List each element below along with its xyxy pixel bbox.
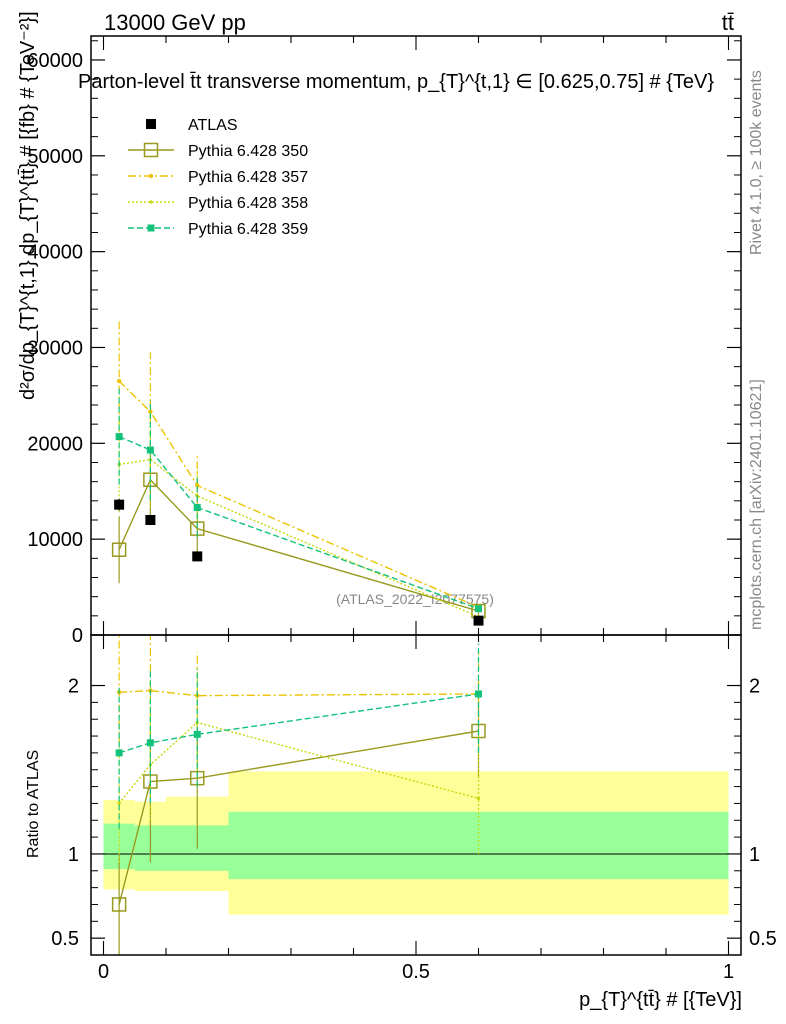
pythia-6-428-359-marker	[475, 605, 482, 613]
pythia-6-428-358-line	[119, 458, 479, 618]
main-y-tick-label: 40000	[27, 242, 83, 264]
main-y-axis-title: d²σ/dp_{T}^{t,1} dp_{T}^{tt̄} # [{fb} # …	[17, 11, 39, 400]
atlas-marker	[145, 514, 156, 525]
ratio-y-tick-label-right: 2	[749, 676, 760, 698]
legend-pythia-6-428-357-marker	[148, 173, 154, 179]
main-series-layer	[111, 320, 486, 626]
pythia-6-428-359-marker	[115, 433, 123, 441]
ratio-y-tick-label-right: 0.5	[749, 928, 777, 950]
legend-pythia-6-428-358-label: Pythia 6.428 358	[188, 195, 308, 212]
x-axis-title: p_{T}^{tt̄} # [{TeV}]	[579, 989, 742, 1011]
ratio-y-tick-label: 1	[68, 844, 79, 866]
atlas-marker	[473, 615, 484, 626]
legend-pythia-6-428-350-label: Pythia 6.428 350	[188, 143, 308, 160]
atlas-marker	[192, 551, 203, 562]
energy-label: 13000 GeV pp	[104, 10, 246, 35]
pythia-6-428-350-marker	[111, 542, 127, 557]
legend-pythia-6-428-358-marker	[149, 200, 153, 204]
pythia-6-428-357-marker	[148, 409, 153, 414]
legend-atlas-marker	[146, 119, 156, 129]
pythia-6-428-359-marker	[146, 446, 154, 454]
x-tick-label: 0	[98, 961, 109, 983]
ratio-bands	[91, 771, 741, 915]
pythia-6-428-359-ratio-line	[118, 693, 479, 754]
rivet-label: Rivet 4.1.0, ≥ 100k events	[748, 70, 765, 255]
pythia-6-428-359-ratio-marker	[475, 690, 482, 698]
pythia-6-428-359-ratio-marker	[115, 749, 123, 757]
pythia-6-428-359-ratio-marker	[146, 739, 154, 747]
legend-pythia-6-428-357-label: Pythia 6.428 357	[188, 169, 308, 186]
process-label: tt̄	[722, 10, 734, 35]
legend-pythia-6-428-350-marker	[143, 142, 159, 158]
pythia-6-428-358-ratio-line	[118, 721, 479, 804]
mcplots-label: mcplots.cern.ch [arXiv:2401.10621]	[748, 379, 765, 630]
ratio-y-tick-label: 2	[68, 676, 79, 698]
pythia-6-428-358-ratio-marker	[476, 796, 481, 800]
pythia-6-428-357-ratio-line	[119, 689, 479, 697]
main-y-tick-label: 10000	[27, 529, 83, 551]
x-tick-label: 1	[723, 961, 734, 983]
pythia-6-428-350-ratio-marker	[111, 897, 127, 912]
ratio-y-tick-label-right: 1	[749, 844, 760, 866]
ratio-series-layer	[111, 635, 486, 955]
legend-atlas-label: ATLAS	[188, 117, 238, 134]
legend-pythia-6-428-359-marker	[147, 224, 155, 232]
x-tick-label: 0.5	[402, 961, 430, 983]
ratio-y-axis-title: Ratio to ATLAS	[25, 750, 42, 858]
main-y-tick-label: 30000	[27, 337, 83, 359]
pythia-6-428-358-ratio-marker	[117, 801, 121, 806]
pythia-6-428-350-ratio-line	[118, 730, 479, 905]
pythia-6-428-357-line	[118, 380, 479, 608]
pythia-6-428-357-marker	[195, 483, 200, 488]
legend-pythia-6-428-359-label: Pythia 6.428 359	[188, 221, 308, 238]
main-y-tick-label: 0	[72, 625, 83, 647]
ratio-y-tick-label: 0.5	[51, 928, 79, 950]
main-title: Parton-level t̄t transverse momentum, p_…	[78, 71, 714, 93]
pythia-6-428-359-marker	[193, 504, 201, 512]
atlas-marker	[114, 499, 125, 510]
main-y-tick-label: 50000	[27, 146, 83, 168]
pythia-6-428-357-marker	[116, 378, 122, 384]
main-y-tick-label: 20000	[27, 433, 83, 455]
pythia-6-428-350-line	[118, 478, 479, 612]
main-y-tick-label: 60000	[27, 50, 83, 72]
legend: ATLAS Pythia 6.428 350 Pythia 6.428 357 Pyt…	[128, 117, 308, 238]
pythia-6-428-359-ratio-marker	[193, 730, 201, 738]
pythia-6-428-359-line	[118, 435, 479, 610]
axes-layer: 0 10000 20000 30000 40000 50000 60000 0 0.5 1 0.5 0…	[27, 35, 777, 983]
analysis-label: (ATLAS_2022_I2077575)	[336, 591, 494, 607]
